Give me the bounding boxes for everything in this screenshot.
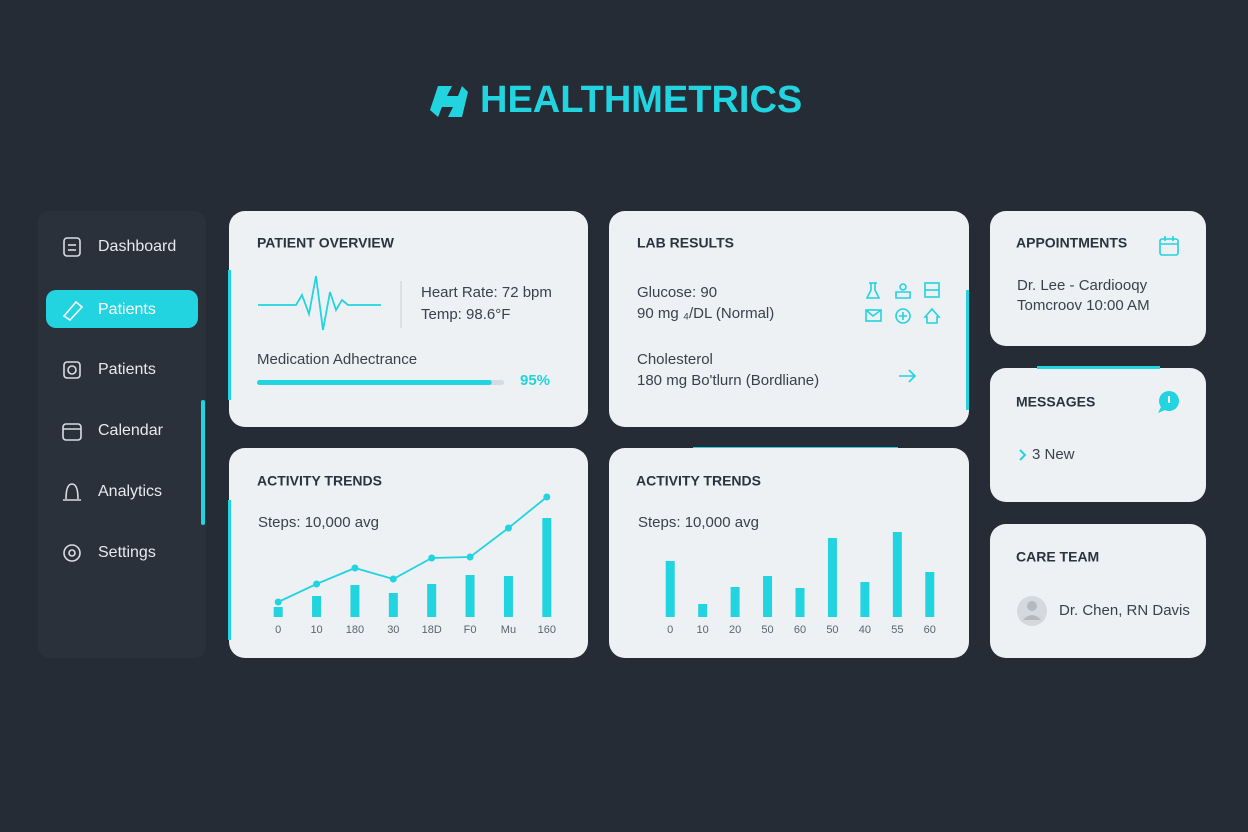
- line-point: [389, 575, 397, 583]
- lab-item-detail: 180 mg Bo'tlurn (Bordliane): [637, 372, 819, 389]
- lab-item-title: Glucose: 90: [637, 284, 717, 301]
- bar: [860, 582, 870, 617]
- card-accent: [966, 290, 969, 410]
- x-tick-label: 55: [891, 624, 903, 636]
- x-tick-label: 0: [275, 624, 281, 636]
- nav-item[interactable]: Dashboard: [98, 238, 176, 255]
- nav-item[interactable]: Calendar: [98, 422, 164, 439]
- lab-item-title: Cholesterol: [637, 351, 713, 368]
- card: [609, 211, 969, 427]
- sidebar-accent: [201, 400, 205, 525]
- x-tick-label: 50: [826, 624, 838, 636]
- x-tick-label: 160: [538, 624, 556, 636]
- nav-item-active[interactable]: Patients: [98, 301, 156, 318]
- bar: [665, 561, 675, 617]
- card-title: MESSAGES: [1016, 394, 1095, 410]
- bar: [542, 518, 552, 617]
- bar: [273, 607, 283, 617]
- bar: [503, 576, 513, 617]
- bar: [427, 584, 437, 617]
- x-tick-label: 180: [346, 624, 364, 636]
- line: [277, 496, 548, 603]
- card: [990, 211, 1206, 346]
- x-tick-label: 18D: [422, 624, 442, 636]
- x-tick-label: Mu: [501, 624, 516, 636]
- bar: [312, 596, 322, 617]
- line-point: [504, 524, 512, 532]
- x-tick-label: 40: [859, 624, 871, 636]
- line-point: [466, 553, 474, 561]
- care-team-members: Dr. Chen, RN Davis: [1059, 602, 1190, 619]
- bar: [730, 587, 740, 617]
- card-title: CARE TEAM: [1016, 549, 1099, 565]
- card: [990, 524, 1206, 658]
- x-tick-label: 60: [924, 624, 936, 636]
- bar: [698, 604, 708, 617]
- line-point: [313, 580, 321, 588]
- temperature: Temp: 98.6°F: [421, 306, 510, 323]
- bar: [350, 585, 360, 617]
- x-tick-label: 0: [667, 624, 673, 636]
- x-tick-label: 10: [697, 624, 709, 636]
- line-point: [428, 554, 436, 562]
- card-title: APPOINTMENTS: [1016, 235, 1127, 251]
- message-icon: [1158, 391, 1179, 413]
- x-tick-label: 20: [729, 624, 741, 636]
- appointment-time: Tomcroov 10:00 AM: [1017, 297, 1150, 314]
- x-tick-label: 30: [387, 624, 399, 636]
- nav-active-bg: [46, 290, 198, 328]
- card-title: LAB RESULTS: [637, 235, 734, 251]
- lab-icons: [865, 282, 941, 383]
- card-accent: [228, 270, 231, 400]
- card: [229, 211, 588, 427]
- card-title: PATIENT OVERVIEW: [257, 235, 395, 251]
- accent-line: [1037, 366, 1160, 369]
- card-title: ACTIVITY TRENDS: [636, 473, 761, 489]
- x-tick-label: 60: [794, 624, 806, 636]
- line-point: [274, 598, 282, 606]
- line-point: [543, 493, 551, 501]
- bar: [795, 588, 805, 617]
- lab-item-detail: 90 mg ₄/DL (Normal): [637, 305, 774, 322]
- bar: [827, 538, 837, 617]
- card: [990, 368, 1206, 502]
- card-accent: [228, 500, 231, 640]
- bar: [388, 593, 398, 617]
- avatar: [1017, 596, 1047, 626]
- bar: [465, 575, 475, 617]
- calendar-icon: [1159, 236, 1179, 256]
- heart-rate: Heart Rate: 72 bpm: [421, 284, 552, 301]
- x-tick-label: 50: [761, 624, 773, 636]
- nav-item[interactable]: Patients: [98, 361, 156, 378]
- chart-subtitle: Steps: 10,000 avg: [638, 514, 759, 531]
- message-count[interactable]: 3 New: [1032, 446, 1075, 463]
- heart-wave: [258, 275, 381, 331]
- logo: [430, 86, 468, 117]
- nav-item[interactable]: Settings: [98, 544, 156, 561]
- adherence-value: 95%: [520, 372, 550, 389]
- progress-fill: [257, 380, 492, 385]
- bar: [925, 572, 935, 617]
- x-tick-label: F0: [464, 624, 477, 636]
- line-point: [351, 564, 359, 572]
- chart-subtitle: Steps: 10,000 avg: [258, 514, 379, 531]
- brand-title: HEALTHMETRICS: [480, 79, 802, 121]
- x-tick-label: 10: [310, 624, 322, 636]
- bar: [892, 532, 902, 617]
- nav-icons: [62, 237, 84, 562]
- card-title: ACTIVITY TRENDS: [257, 473, 382, 489]
- bar: [763, 576, 773, 617]
- chevron: [1019, 449, 1027, 461]
- adherence-label: Medication Adhectrance: [257, 351, 417, 368]
- appointment-detail: Dr. Lee - Cardiooqy: [1017, 277, 1148, 294]
- nav-item[interactable]: Analytics: [98, 483, 162, 500]
